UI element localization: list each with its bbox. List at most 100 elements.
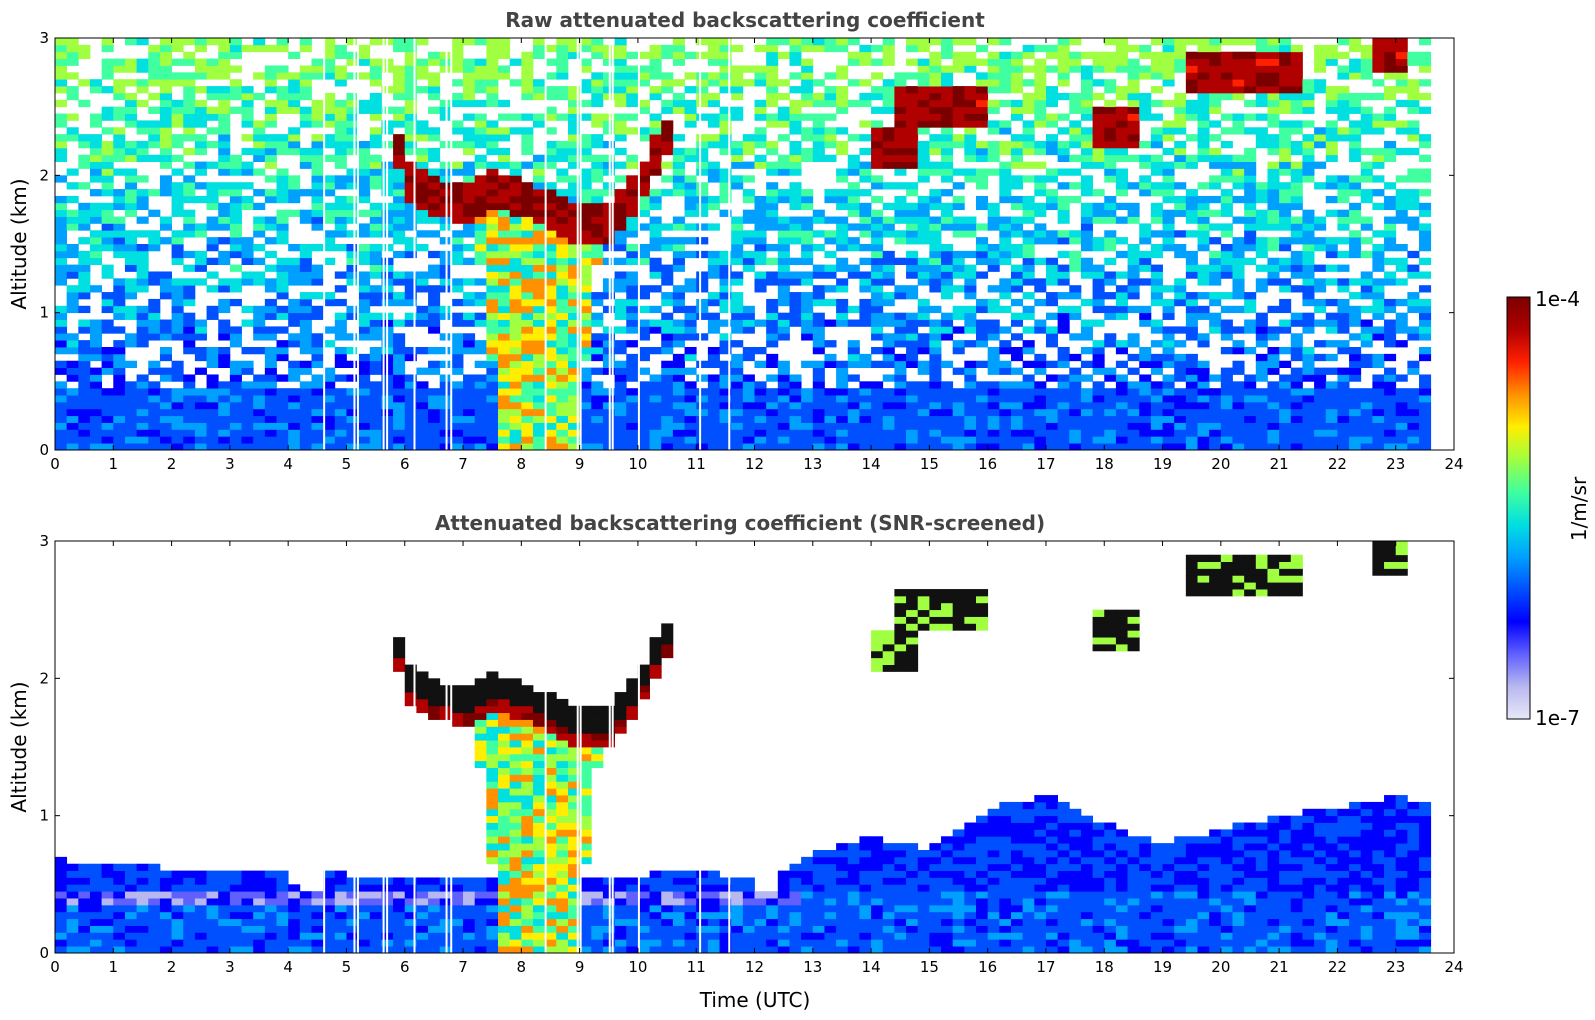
- heatmap-cell: [1337, 134, 1350, 142]
- heatmap-cell: [486, 92, 499, 101]
- heatmap-cell: [1372, 65, 1385, 73]
- heatmap-cell: [906, 347, 919, 355]
- heatmap-cell: [1104, 154, 1117, 162]
- heatmap-cell: [1057, 230, 1070, 238]
- heatmap-cell: [229, 106, 242, 114]
- heatmap-cell: [1174, 120, 1187, 128]
- heatmap-cell: [614, 223, 627, 231]
- heatmap-cell: [241, 120, 254, 128]
- heatmap-cell: [894, 86, 907, 94]
- heatmap-cell: [89, 333, 103, 341]
- heatmap-cell: [1279, 99, 1292, 108]
- heatmap-cell: [1349, 216, 1362, 224]
- heatmap-cell: [334, 415, 347, 423]
- heatmap-cell: [1057, 422, 1070, 430]
- heatmap-cell: [218, 429, 231, 437]
- heatmap-cell: [113, 237, 126, 245]
- heatmap-cell: [649, 58, 662, 66]
- heatmap-cell: [649, 154, 662, 162]
- heatmap-cell: [521, 395, 534, 403]
- heatmap-cell: [241, 367, 254, 375]
- heatmap-cell: [171, 195, 184, 204]
- heatmap-cell: [101, 38, 114, 46]
- heatmap-cell: [1232, 285, 1245, 293]
- heatmap-cell: [777, 278, 790, 286]
- heatmap-cell: [393, 429, 406, 437]
- heatmap-cell: [346, 216, 359, 224]
- heatmap-cell: [66, 182, 79, 190]
- heatmap-cell: [171, 154, 184, 162]
- heatmap-cell: [836, 285, 849, 293]
- heatmap-cell: [719, 374, 732, 382]
- heatmap-cell: [614, 395, 627, 403]
- heatmap-cell: [754, 395, 767, 403]
- heatmap-cell: [847, 422, 860, 430]
- heatmap-cell: [218, 120, 231, 128]
- heatmap-cell: [801, 298, 814, 307]
- heatmap-cell: [89, 161, 103, 169]
- heatmap-cell: [1185, 202, 1198, 211]
- heatmap-cell: [276, 209, 289, 217]
- heatmap-cell: [1139, 189, 1152, 197]
- heatmap-cell: [1010, 298, 1024, 307]
- heatmap-cell: [253, 147, 266, 156]
- heatmap-cell: [544, 312, 557, 320]
- heatmap-cell: [754, 408, 767, 417]
- heatmap-cell: [451, 401, 464, 410]
- heatmap-cell: [369, 353, 382, 362]
- heatmap-cell: [521, 250, 534, 259]
- heatmap-cell: [323, 374, 336, 382]
- heatmap-cell: [404, 175, 417, 183]
- heatmap-cell: [1045, 92, 1059, 101]
- heatmap-cell: [812, 244, 825, 252]
- heatmap-cell: [334, 230, 347, 238]
- heatmap-cell: [1372, 388, 1385, 396]
- heatmap-cell: [1057, 44, 1070, 53]
- heatmap-cell: [486, 65, 499, 73]
- heatmap-cell: [159, 223, 172, 231]
- heatmap-cell: [812, 216, 825, 224]
- heatmap-cell: [637, 443, 650, 451]
- heatmap-cell: [894, 285, 907, 293]
- heatmap-cell: [276, 106, 289, 114]
- heatmap-cell: [579, 113, 592, 121]
- heatmap-cell: [1185, 154, 1198, 162]
- heatmap-cell: [917, 347, 930, 355]
- heatmap-cell: [672, 333, 685, 341]
- heatmap-cell: [101, 326, 114, 334]
- heatmap-cell: [1290, 195, 1303, 204]
- heatmap-cell: [428, 86, 441, 94]
- heatmap-cell: [1185, 113, 1198, 121]
- heatmap-cell: [1314, 127, 1327, 135]
- heatmap-cell: [719, 127, 732, 135]
- heatmap-cell: [1325, 244, 1338, 252]
- heatmap-cell: [1080, 113, 1093, 121]
- heatmap-cell: [719, 305, 732, 314]
- heatmap-cell: [1384, 436, 1397, 444]
- heatmap-cell: [987, 388, 1000, 396]
- heatmap-cell: [218, 168, 231, 176]
- heatmap-cell: [929, 106, 942, 114]
- heatmap-cell: [264, 223, 277, 231]
- heatmap-cell: [323, 189, 336, 197]
- heatmap-cell: [299, 113, 312, 121]
- heatmap-cell: [299, 319, 312, 327]
- heatmap-cell: [567, 429, 581, 437]
- heatmap-cell: [952, 230, 965, 238]
- heatmap-cell: [614, 367, 627, 375]
- heatmap-cell: [416, 154, 429, 162]
- heatmap-cell: [171, 257, 184, 265]
- heatmap-cell: [78, 182, 91, 190]
- heatmap-cell: [836, 298, 849, 307]
- heatmap-cell: [941, 388, 954, 396]
- heatmap-cell: [55, 326, 68, 334]
- heatmap-cell: [649, 195, 662, 204]
- heatmap-cell: [999, 436, 1012, 444]
- heatmap-cell: [591, 175, 604, 183]
- heatmap-cell: [194, 58, 207, 66]
- heatmap-cell: [194, 120, 207, 128]
- heatmap-cell: [836, 106, 849, 114]
- heatmap-cell: [136, 388, 149, 396]
- heatmap-cell: [941, 401, 954, 410]
- heatmap-cell: [1127, 244, 1140, 252]
